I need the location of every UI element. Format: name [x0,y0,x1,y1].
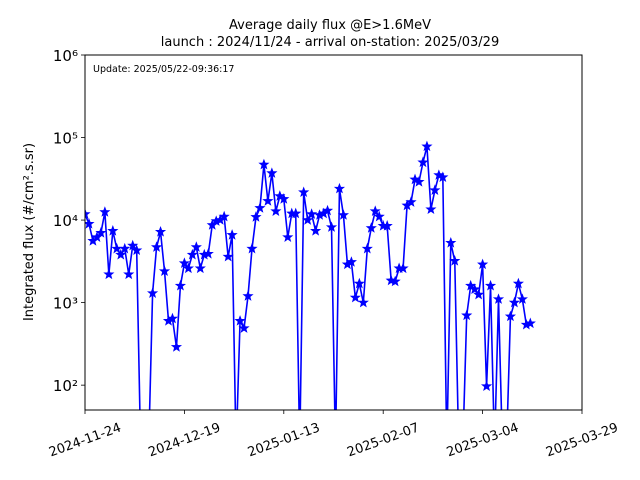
y-tick-label: 10⁴ [53,212,78,230]
plot-frame [84,54,583,411]
data-point [425,203,437,215]
data-point [461,309,473,321]
data-point [405,196,417,207]
data-point [246,242,258,254]
data-point [119,242,131,254]
data-point [508,296,520,308]
data-point [365,222,377,233]
data-point [469,283,481,295]
data-point [266,167,278,178]
data-point [103,268,115,280]
data-point [178,257,190,268]
data-point [473,288,485,300]
data-point [381,220,393,231]
data-point [333,182,346,194]
data-point [85,208,91,219]
data-point [290,207,302,219]
data-point [484,279,497,291]
data-point [481,380,493,391]
data-point [325,221,338,232]
data-point [413,176,425,187]
data-point [238,322,250,333]
data-point [250,211,262,222]
data-point [310,225,322,236]
data-point [190,241,202,252]
y-tick-label: 10⁶ [53,47,78,65]
data-point [234,315,246,326]
data-point [477,258,489,270]
data-point [123,268,135,280]
data-point [218,210,230,222]
data-point [306,208,318,219]
data-point [321,204,334,216]
data-point [278,193,290,204]
data-point [516,293,528,304]
data-point [158,265,171,276]
y-tick-label: 10³ [53,295,78,313]
data-point [262,195,274,206]
data-point [345,256,357,267]
data-point [150,241,163,252]
data-point [417,156,429,168]
data-point [421,140,433,152]
data-point [154,225,167,237]
data-point [202,247,214,259]
data-point [270,205,282,216]
data-point [353,277,365,289]
plot-area [85,140,536,410]
data-point [349,291,361,303]
data-point [373,210,385,222]
data-point [131,244,143,256]
data-point [222,250,234,262]
data-point [170,341,183,352]
data-point [95,227,107,238]
data-point [258,158,270,170]
data-point [298,186,310,198]
data-point [226,229,238,240]
annotation: Update: 2025/05/22-09:36:17 [93,64,234,75]
data-point [127,239,139,251]
data-point [182,262,194,274]
data-point [445,236,457,248]
data-point [389,275,401,287]
data-point [369,205,381,216]
data-point [504,310,517,322]
y-axis-label: Integrated flux (#/cm².s.sr) [22,143,37,321]
y-tick-label: 10² [53,377,78,395]
data-point [254,202,266,213]
data-point [186,248,198,260]
data-point [115,248,127,260]
data-point [166,312,179,324]
data-point [282,231,294,242]
data-point [512,277,524,289]
data-point [302,214,314,225]
data-point [107,225,119,236]
data-point [337,209,350,220]
data-point [361,242,373,254]
data-point [492,293,505,304]
chart-subtitle: launch : 2024/11/24 - arrival on-station… [161,35,499,50]
data-point [99,206,111,217]
data-point [397,262,409,274]
data-point [449,255,461,266]
data-point [174,279,186,291]
data-point [357,296,369,308]
chart-title: Average daily flux @E>1.6MeV [229,18,431,33]
data-point [194,262,206,274]
y-tick-label: 10⁵ [53,130,78,148]
data-point [91,231,103,242]
data-point [524,317,536,329]
data-point [437,171,449,183]
data-point [242,290,254,301]
data-point [147,287,159,298]
data-point [429,184,441,195]
